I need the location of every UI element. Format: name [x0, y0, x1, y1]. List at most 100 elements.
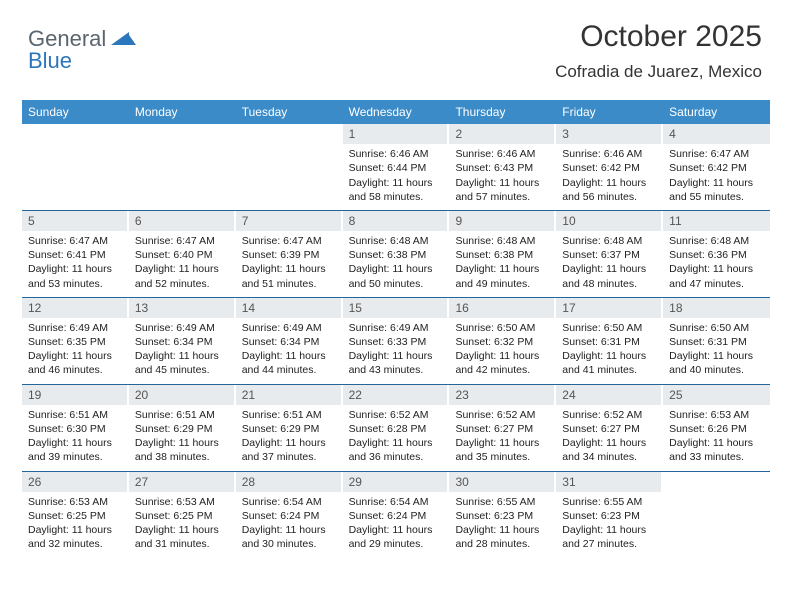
day-number-bar: 6	[129, 211, 236, 231]
sunrise-line: Sunrise: 6:49 AM	[242, 321, 337, 335]
day-number-bar: 12	[22, 298, 129, 318]
day-cell	[129, 124, 236, 210]
sunrise-line: Sunrise: 6:55 AM	[455, 495, 550, 509]
day-body: Sunrise: 6:49 AMSunset: 6:34 PMDaylight:…	[129, 318, 236, 384]
sunset-line: Sunset: 6:41 PM	[28, 248, 123, 262]
day-body: Sunrise: 6:54 AMSunset: 6:24 PMDaylight:…	[236, 492, 343, 558]
sunset-line: Sunset: 6:37 PM	[562, 248, 657, 262]
daylight-line: Daylight: 11 hours and 55 minutes.	[669, 176, 764, 204]
logo-text-blue: Blue	[28, 48, 72, 73]
sunset-line: Sunset: 6:34 PM	[242, 335, 337, 349]
day-cell: 12Sunrise: 6:49 AMSunset: 6:35 PMDayligh…	[22, 298, 129, 384]
day-body: Sunrise: 6:47 AMSunset: 6:42 PMDaylight:…	[663, 144, 770, 210]
sunrise-line: Sunrise: 6:47 AM	[669, 147, 764, 161]
daylight-line: Daylight: 11 hours and 52 minutes.	[135, 262, 230, 290]
day-number: 16	[455, 301, 468, 315]
daylight-line: Daylight: 11 hours and 31 minutes.	[135, 523, 230, 551]
day-cell: 16Sunrise: 6:50 AMSunset: 6:32 PMDayligh…	[449, 298, 556, 384]
day-body: Sunrise: 6:51 AMSunset: 6:30 PMDaylight:…	[22, 405, 129, 471]
day-number: 21	[242, 388, 255, 402]
day-number: 8	[349, 214, 356, 228]
daylight-line: Daylight: 11 hours and 33 minutes.	[669, 436, 764, 464]
daylight-line: Daylight: 11 hours and 34 minutes.	[562, 436, 657, 464]
sunset-line: Sunset: 6:33 PM	[349, 335, 444, 349]
sunset-line: Sunset: 6:23 PM	[562, 509, 657, 523]
daylight-line: Daylight: 11 hours and 41 minutes.	[562, 349, 657, 377]
sunset-line: Sunset: 6:38 PM	[455, 248, 550, 262]
day-cell: 10Sunrise: 6:48 AMSunset: 6:37 PMDayligh…	[556, 211, 663, 297]
day-body: Sunrise: 6:52 AMSunset: 6:27 PMDaylight:…	[449, 405, 556, 471]
day-number-bar: 4	[663, 124, 770, 144]
day-cell: 21 Sunrise: 6:51 AMSunset: 6:29 PMDayligh…	[236, 385, 343, 471]
daylight-line: Daylight: 11 hours and 50 minutes.	[349, 262, 444, 290]
logo-text-blue-wrap: Blue	[28, 48, 72, 74]
day-body: Sunrise: 6:51 AMSunset: 6:29 PMDaylight:…	[129, 405, 236, 471]
day-number-bar: 9	[449, 211, 556, 231]
day-body: Sunrise: 6:51 AMSunset: 6:29 PMDaylight:…	[236, 405, 343, 471]
sunset-line: Sunset: 6:34 PM	[135, 335, 230, 349]
day-cell: 30Sunrise: 6:55 AMSunset: 6:23 PMDayligh…	[449, 472, 556, 558]
day-body: Sunrise: 6:50 AMSunset: 6:31 PMDaylight:…	[556, 318, 663, 384]
day-cell: 19 Sunrise: 6:51 AMSunset: 6:30 PMDayligh…	[22, 385, 129, 471]
week-row: 5Sunrise: 6:47 AMSunset: 6:41 PMDaylight…	[22, 211, 770, 298]
week-row: 1 Sunrise: 6:46 AMSunset: 6:44 PMDaylight…	[22, 124, 770, 211]
sunrise-line: Sunrise: 6:48 AM	[562, 234, 657, 248]
day-number: 26	[28, 475, 41, 489]
daylight-line: Daylight: 11 hours and 38 minutes.	[135, 436, 230, 464]
day-number: 27	[135, 475, 148, 489]
sunrise-line: Sunrise: 6:51 AM	[135, 408, 230, 422]
day-number: 25	[669, 388, 682, 402]
daylight-line: Daylight: 11 hours and 56 minutes.	[562, 176, 657, 204]
day-number-bar: 5	[22, 211, 129, 231]
daylight-line: Daylight: 11 hours and 44 minutes.	[242, 349, 337, 377]
page-title: October 2025	[555, 20, 762, 54]
day-body: Sunrise: 6:50 AMSunset: 6:31 PMDaylight:…	[663, 318, 770, 384]
day-header-cell: Thursday	[449, 100, 556, 124]
daylight-line: Daylight: 11 hours and 42 minutes.	[455, 349, 550, 377]
day-cell: 14Sunrise: 6:49 AMSunset: 6:34 PMDayligh…	[236, 298, 343, 384]
sunrise-line: Sunrise: 6:48 AM	[455, 234, 550, 248]
day-number: 29	[349, 475, 362, 489]
day-header-cell: Sunday	[22, 100, 129, 124]
daylight-line: Daylight: 11 hours and 53 minutes.	[28, 262, 123, 290]
day-body: Sunrise: 6:48 AMSunset: 6:38 PMDaylight:…	[449, 231, 556, 297]
day-body: Sunrise: 6:52 AMSunset: 6:28 PMDaylight:…	[343, 405, 450, 471]
day-number-bar: 21	[236, 385, 343, 405]
week-row: 26 Sunrise: 6:53 AMSunset: 6:25 PMDayligh…	[22, 472, 770, 558]
sunrise-line: Sunrise: 6:48 AM	[349, 234, 444, 248]
day-number: 3	[562, 127, 569, 141]
sunrise-line: Sunrise: 6:46 AM	[349, 147, 444, 161]
sunrise-line: Sunrise: 6:49 AM	[349, 321, 444, 335]
sunset-line: Sunset: 6:25 PM	[135, 509, 230, 523]
day-cell: 5Sunrise: 6:47 AMSunset: 6:41 PMDaylight…	[22, 211, 129, 297]
day-number: 19	[28, 388, 41, 402]
sunrise-line: Sunrise: 6:55 AM	[562, 495, 657, 509]
sunset-line: Sunset: 6:36 PM	[669, 248, 764, 262]
day-number: 1	[349, 127, 356, 141]
logo-triangle-icon	[111, 28, 137, 51]
sunset-line: Sunset: 6:42 PM	[562, 161, 657, 175]
sunset-line: Sunset: 6:38 PM	[349, 248, 444, 262]
day-body: Sunrise: 6:47 AMSunset: 6:39 PMDaylight:…	[236, 231, 343, 297]
day-number-bar: 26	[22, 472, 129, 492]
daylight-line: Daylight: 11 hours and 58 minutes.	[349, 176, 444, 204]
day-cell: 31Sunrise: 6:55 AMSunset: 6:23 PMDayligh…	[556, 472, 663, 558]
day-body: Sunrise: 6:46 AMSunset: 6:44 PMDaylight:…	[343, 144, 450, 210]
day-cell: 17Sunrise: 6:50 AMSunset: 6:31 PMDayligh…	[556, 298, 663, 384]
week-row: 12Sunrise: 6:49 AMSunset: 6:35 PMDayligh…	[22, 298, 770, 385]
daylight-line: Daylight: 11 hours and 43 minutes.	[349, 349, 444, 377]
day-number-bar: 25	[663, 385, 770, 405]
day-number: 6	[135, 214, 142, 228]
day-body: Sunrise: 6:47 AMSunset: 6:41 PMDaylight:…	[22, 231, 129, 297]
day-number-bar: 8	[343, 211, 450, 231]
day-cell: 28Sunrise: 6:54 AMSunset: 6:24 PMDayligh…	[236, 472, 343, 558]
day-number-bar: 30	[449, 472, 556, 492]
day-header-cell: Friday	[556, 100, 663, 124]
day-cell: 7Sunrise: 6:47 AMSunset: 6:39 PMDaylight…	[236, 211, 343, 297]
sunrise-line: Sunrise: 6:52 AM	[562, 408, 657, 422]
day-body: Sunrise: 6:53 AMSunset: 6:25 PMDaylight:…	[129, 492, 236, 558]
day-header-cell: Tuesday	[236, 100, 343, 124]
day-body: Sunrise: 6:49 AMSunset: 6:35 PMDaylight:…	[22, 318, 129, 384]
day-body	[22, 144, 129, 153]
daylight-line: Daylight: 11 hours and 36 minutes.	[349, 436, 444, 464]
